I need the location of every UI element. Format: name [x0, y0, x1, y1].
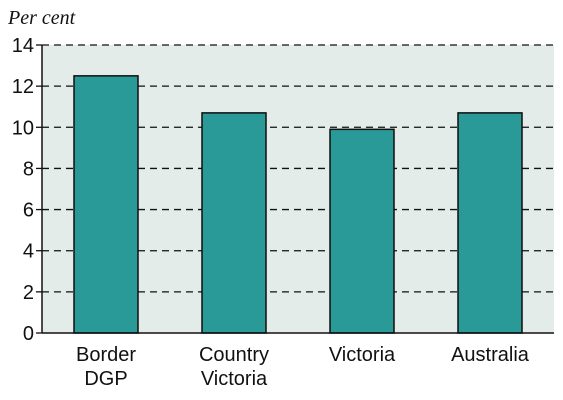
y-axis-unit-label: Per cent: [7, 7, 76, 29]
y-tick-label: 6: [23, 200, 34, 222]
x-category-label-line: Victoria: [201, 368, 268, 390]
x-category-label-line: Border: [76, 344, 136, 366]
y-tick-label: 8: [23, 158, 34, 180]
bar: [457, 112, 523, 334]
y-tick-label: 10: [12, 117, 34, 139]
y-tick-label: 4: [23, 241, 34, 263]
bar: [201, 112, 267, 334]
bar: [73, 75, 139, 334]
x-category-label-line: DGP: [84, 368, 127, 390]
y-tick-label: 2: [23, 282, 34, 304]
x-category-label-line: Victoria: [329, 344, 396, 366]
bar: [329, 128, 395, 334]
x-category-label: Border DGP: [76, 344, 136, 390]
x-category-label: Victoria: [329, 344, 396, 366]
x-category-label-line: Country: [199, 344, 269, 366]
y-tick-label: 0: [23, 323, 34, 345]
x-category-label-line: Australia: [451, 344, 530, 366]
x-category-label: Country Victoria: [199, 344, 269, 390]
y-tick-label: 12: [12, 76, 34, 98]
x-category-label: Australia: [451, 344, 530, 366]
y-tick-label: 14: [12, 35, 34, 57]
